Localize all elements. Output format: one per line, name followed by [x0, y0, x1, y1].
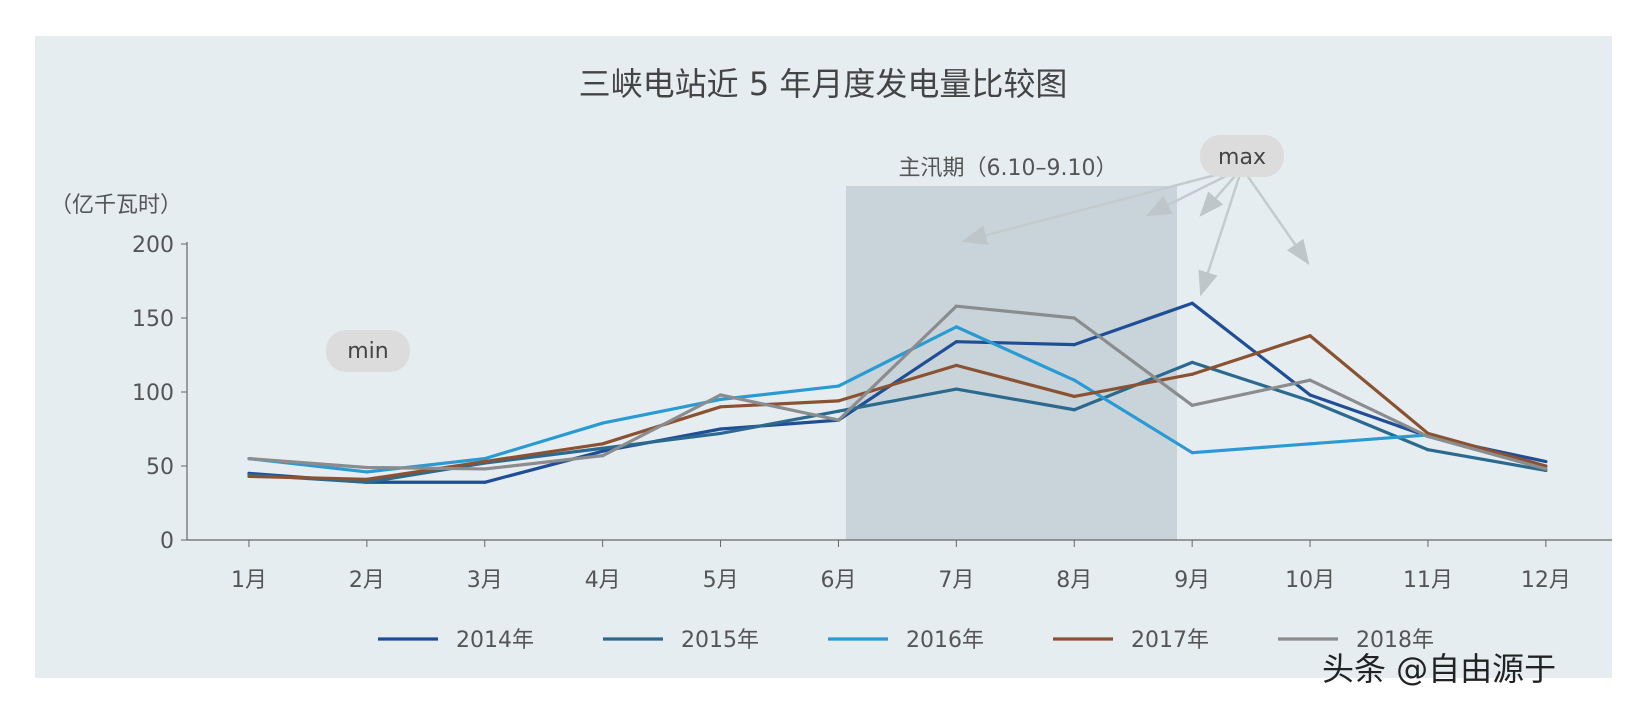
data-point [1072, 343, 1076, 347]
data-point [1308, 393, 1312, 397]
y-tick-label: 150 [132, 307, 174, 332]
data-point [836, 384, 841, 388]
legend-label: 2016年 [906, 628, 984, 653]
data-point [1544, 459, 1548, 464]
y-tick-label: 50 [146, 455, 174, 480]
x-tick-label: 10月 [1285, 568, 1335, 593]
max-arrow [1240, 167, 1310, 266]
data-point [719, 427, 723, 431]
x-tick-label: 8月 [1056, 568, 1092, 593]
data-point [719, 393, 723, 397]
data-point [836, 399, 841, 403]
min-bubble [326, 330, 410, 372]
y-tick-label: 200 [132, 233, 174, 258]
data-point [1308, 334, 1312, 338]
y-axis-label: （亿千瓦时） [50, 193, 182, 218]
data-point [1190, 372, 1194, 376]
chart-background [35, 36, 1612, 678]
data-point [1072, 378, 1076, 382]
data-point [365, 470, 369, 474]
data-point [483, 467, 487, 471]
data-point [483, 459, 487, 464]
data-point [601, 454, 605, 458]
max-bubble [1200, 135, 1284, 177]
data-point [1308, 442, 1312, 446]
data-point [954, 387, 959, 391]
data-point [1072, 394, 1076, 399]
data-point [954, 325, 959, 329]
data-point [483, 480, 487, 484]
watermark: 头条 @自由源于 [1322, 650, 1557, 688]
data-point [365, 465, 369, 470]
data-point [1072, 316, 1076, 320]
data-point [247, 474, 251, 478]
data-point [954, 363, 959, 367]
data-point [719, 431, 723, 436]
data-point [247, 457, 251, 461]
data-point [719, 397, 723, 401]
data-point [1190, 451, 1194, 455]
data-point [1072, 408, 1076, 412]
legend-label: 2017年 [1131, 628, 1209, 653]
series-line-2015年 [248, 360, 1547, 484]
max-arrow [1198, 167, 1244, 297]
max-arrow [961, 166, 1243, 245]
y-tick-label: 0 [160, 529, 174, 554]
x-tick-label: 5月 [703, 568, 739, 593]
data-point [719, 405, 723, 409]
series-line-2017年 [248, 334, 1547, 481]
max-label: max [1218, 145, 1266, 170]
x-tick-label: 3月 [467, 568, 503, 593]
data-point [483, 457, 487, 461]
chart-title: 三峡电站近 5 年月度发电量比较图 [579, 65, 1068, 103]
x-tick-label: 2月 [349, 568, 385, 593]
data-point [1308, 378, 1312, 382]
x-tick-label: 4月 [585, 568, 621, 593]
series-line-2016年 [248, 325, 1547, 474]
data-point [1426, 448, 1430, 452]
x-tick-label: 12月 [1521, 568, 1571, 593]
min-label: min [347, 339, 389, 364]
x-tick-label: 9月 [1174, 568, 1210, 593]
data-point [1544, 464, 1548, 468]
series-line-2014年 [248, 301, 1547, 484]
data-point [601, 421, 605, 425]
legend-label: 2018年 [1356, 628, 1434, 653]
x-tick-label: 1月 [231, 568, 267, 593]
data-point [836, 409, 841, 413]
data-point [1426, 434, 1430, 438]
data-point [1190, 403, 1194, 407]
data-point [1426, 431, 1430, 436]
data-point [1190, 360, 1194, 364]
x-tick-label: 7月 [938, 568, 974, 593]
data-point [601, 442, 605, 446]
data-point [1308, 399, 1312, 403]
data-point [954, 304, 959, 308]
flood-season-region [846, 186, 1177, 540]
legend-label: 2015年 [681, 628, 759, 653]
legend-label: 2014年 [456, 628, 534, 653]
data-point [836, 418, 841, 422]
y-tick-label: 100 [132, 381, 174, 406]
series-line-2018年 [248, 304, 1547, 471]
data-point [1544, 467, 1548, 471]
x-tick-label: 6月 [821, 568, 857, 593]
data-point [365, 477, 369, 481]
data-point [954, 340, 959, 344]
data-point [365, 480, 369, 484]
data-point [601, 449, 605, 453]
flood-season-label: 主汛期（6.10–9.10） [899, 156, 1118, 181]
x-tick-label: 11月 [1403, 568, 1453, 593]
data-point [1190, 301, 1194, 305]
data-point [601, 446, 605, 450]
